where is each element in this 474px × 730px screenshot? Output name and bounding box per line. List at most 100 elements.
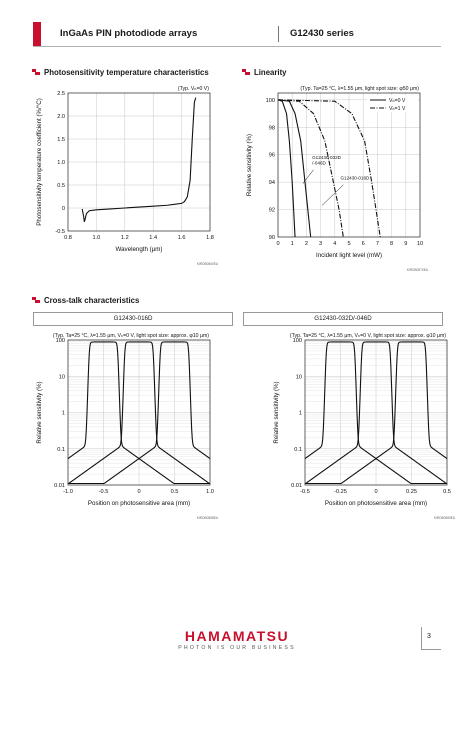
x-axis-label: Incident light level (mW): [316, 252, 382, 259]
x-tick-label: 1.4: [149, 235, 157, 241]
x-axis-label: Position on photosensitive area (mm): [325, 500, 427, 507]
y-tick-label: 96: [269, 153, 275, 159]
crosstalk-016-title: G12430-016D: [33, 312, 233, 326]
condition-note: (Typ. Ta=25 °C, λ=1.55 μm, Vₕ=0 V, light…: [290, 333, 446, 339]
annotation-016d: G12430-016D: [340, 175, 370, 180]
crosstalk-032-title: G12430-032D/-046D: [243, 312, 443, 326]
legend-label: Vₕ=0 V: [389, 98, 406, 104]
annotation-leader: [302, 169, 314, 184]
x-tick-label: 8: [390, 241, 393, 247]
y-axis-label: Photosensitivity temperature coefficient…: [36, 98, 43, 226]
figure-code: KIRDB0569EA: [434, 516, 456, 520]
x-tick-label: 1.6: [178, 235, 186, 241]
plot-frame: [67, 92, 211, 232]
x-tick-label: 2: [305, 241, 308, 247]
x-tick-label: 5: [347, 241, 350, 247]
temp-coefficient-chart: 0.8 1.0 1.2 1.4 1.6 1.8 -0.5 0 0.5 1.0 1.5 2.0 2.5 Wa…: [36, 86, 219, 266]
y-tick-label: 2.5: [57, 91, 65, 97]
x-tick-label: 7: [376, 241, 379, 247]
x-tick-label: 0.25: [406, 489, 417, 495]
section-title-linearity: Linearity: [254, 68, 287, 77]
y-tick-label: 0.5: [57, 183, 65, 189]
x-tick-label: 1.8: [206, 235, 214, 241]
x-tick-label: 0: [137, 489, 140, 495]
y-tick-label: 2.0: [57, 114, 65, 120]
x-tick-label: 0.5: [171, 489, 179, 495]
annotation-line: /-046D: [312, 160, 326, 165]
x-axis-label: Wavelength (μm): [115, 246, 162, 253]
section-title-crosstalk: Cross-talk characteristics: [44, 296, 140, 305]
x-tick-label: 4: [333, 241, 336, 247]
product-series: G12430 series: [290, 28, 354, 39]
y-tick-label: 94: [269, 180, 275, 186]
linearity-curve-0: [277, 99, 296, 238]
linearity-curve-3: [277, 99, 381, 238]
y-tick-label: 1.5: [57, 137, 65, 143]
x-tick-label: 0: [374, 489, 377, 495]
legend-label: Vₕ=1 V: [389, 106, 406, 112]
linearity-curve-1: [277, 99, 312, 238]
annotation-line: G12430-032D: [312, 155, 342, 160]
crosstalk-curve-element-2: [305, 341, 448, 485]
x-tick-label: 0.5: [443, 489, 451, 495]
section-bullet-icon: [32, 69, 40, 76]
hamamatsu-logo: HAMAMATSU: [184, 628, 290, 644]
plot-frame: [304, 339, 448, 486]
annotation-032d: G12430-032D/-046D: [312, 155, 342, 166]
y-axis-label: Relative sensitivity (%): [246, 134, 253, 196]
y-tick-label: 100: [56, 338, 65, 344]
x-tick-label: 0: [276, 241, 279, 247]
plot-frame: [277, 92, 421, 238]
linearity-curve-2: [277, 99, 344, 238]
condition-note: (Typ. Ta=25 °C, λ=1.55 μm, Vₕ=0 V, light…: [53, 333, 209, 339]
product-title: InGaAs PIN photodiode arrays: [60, 28, 198, 39]
crosstalk-curve-element-1: [68, 341, 210, 485]
y-tick-label: 10: [59, 374, 65, 380]
header-separator: [278, 26, 279, 42]
figure-code: KIRDB0568EA: [197, 516, 219, 520]
y-tick-label: 90: [269, 235, 275, 241]
x-tick-label: 10: [417, 241, 423, 247]
temp-coefficient-curve: [81, 97, 197, 222]
page-header: InGaAs PIN photodiode arrays G12430 seri…: [0, 0, 474, 47]
figure-code: KIRDB0560EA: [197, 262, 219, 266]
x-axis-label: Position on photosensitive area (mm): [88, 500, 190, 507]
y-tick-label: 0.1: [57, 447, 65, 453]
y-tick-label: 0.01: [54, 483, 65, 489]
x-tick-label: 3: [319, 241, 322, 247]
y-tick-label: 0.01: [291, 483, 302, 489]
x-tick-label: 1: [291, 241, 294, 247]
crosstalk-curve-element-1: [305, 341, 447, 485]
y-tick-label: 0.1: [294, 447, 302, 453]
y-tick-label: 1.0: [57, 160, 65, 166]
annotation-leader: [321, 184, 344, 206]
x-tick-label: 0.8: [64, 235, 72, 241]
y-tick-label: 1: [62, 411, 65, 417]
y-tick-label: 100: [293, 338, 302, 344]
x-tick-label: 1.2: [121, 235, 129, 241]
condition-note: (Typ. Ta=25 °C, λ=1.55 μm, light spot si…: [300, 86, 419, 92]
plot-frame: [67, 339, 211, 486]
section-title-temp: Photosensitivity temperature characteris…: [44, 68, 209, 77]
page-number-rule: [421, 627, 422, 649]
y-axis-label: Relative sensitivity (%): [273, 381, 280, 443]
y-tick-label: 10: [296, 374, 302, 380]
x-tick-label: -1.0: [63, 489, 73, 495]
x-tick-label: 1.0: [93, 235, 101, 241]
x-tick-label: -0.25: [334, 489, 347, 495]
crosstalk-curve-element-2: [68, 341, 211, 485]
y-tick-label: 100: [266, 98, 275, 104]
condition-note: (Typ. Vₕ=0 V): [178, 86, 209, 92]
y-tick-label: 1: [299, 411, 302, 417]
x-tick-label: -0.5: [99, 489, 109, 495]
company-tagline: PHOTON IS OUR BUSINESS: [178, 645, 296, 651]
brand-red-bar: [33, 22, 41, 46]
figure-code: KIRDB0570EA: [407, 268, 429, 272]
y-tick-label: 0: [62, 206, 65, 212]
x-tick-label: -0.5: [300, 489, 310, 495]
y-tick-label: 92: [269, 208, 275, 214]
header-rule: [33, 46, 441, 47]
y-axis-label: Relative sensitivity (%): [36, 381, 43, 443]
y-tick-label: 98: [269, 125, 275, 131]
page-number-rule: [421, 649, 441, 650]
